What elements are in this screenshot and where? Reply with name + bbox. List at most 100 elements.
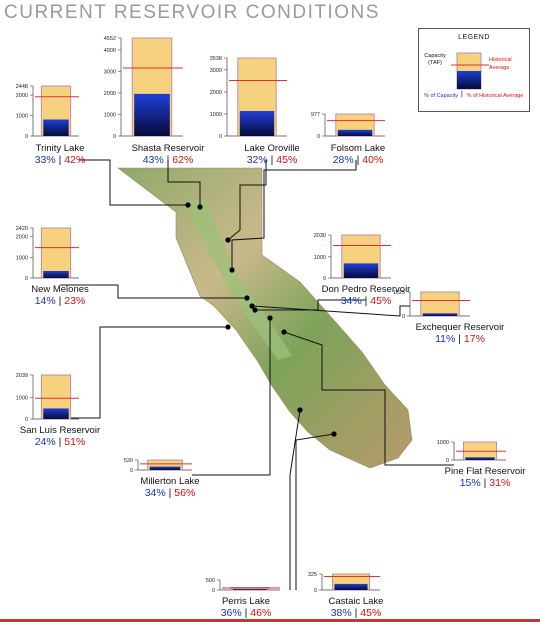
pct-historical: 45% bbox=[276, 154, 297, 166]
pct-capacity: 15% bbox=[460, 477, 481, 489]
reservoir-name: Shasta Reservoir bbox=[132, 143, 205, 154]
pct-separator: | bbox=[455, 333, 464, 345]
leader-shasta-reservoir bbox=[167, 160, 201, 207]
reservoir-percentages: 43% | 62% bbox=[143, 154, 194, 166]
storage-bar-san-luis-reservoir bbox=[43, 408, 69, 419]
tick-label: 2448 bbox=[16, 84, 28, 90]
tick-label: 0 bbox=[323, 276, 326, 282]
tick-label: 1000 bbox=[16, 395, 28, 401]
storage-bar-castaic-lake bbox=[334, 583, 368, 590]
tick-label: 0 bbox=[212, 588, 215, 594]
reservoir-percentages: 34% | 45% bbox=[341, 295, 392, 307]
pct-historical: 17% bbox=[464, 333, 485, 345]
tick-label: 325 bbox=[308, 572, 317, 578]
storage-bar-perris-lake bbox=[232, 589, 268, 590]
tick-label: 3538 bbox=[210, 56, 222, 62]
pct-separator: | bbox=[268, 154, 277, 166]
leader-san-luis-reservoir bbox=[60, 326, 228, 419]
marker-folsom-lake bbox=[229, 267, 235, 273]
marker-millerton-lake bbox=[267, 315, 273, 321]
tick-label: 1000 bbox=[314, 255, 326, 261]
legend-title: LEGEND bbox=[458, 34, 490, 41]
storage-bar-don-pedro-reservoir bbox=[343, 263, 379, 278]
storage-bar-millerton-lake bbox=[149, 466, 181, 470]
marker-perris-lake bbox=[297, 407, 303, 413]
pct-separator: | bbox=[352, 607, 361, 619]
pct-separator: | bbox=[481, 477, 490, 489]
tick-label: 1025 bbox=[393, 290, 405, 296]
tick-label: 3000 bbox=[104, 69, 116, 75]
storage-bar-exchequer-reservoir bbox=[422, 313, 458, 316]
tick-label: 2000 bbox=[16, 93, 28, 99]
tick-label: 0 bbox=[130, 468, 133, 474]
marker-new-melones bbox=[244, 295, 250, 301]
marker-trinity-lake bbox=[185, 202, 191, 208]
reservoir-name: Pine Flat Reservoir bbox=[445, 466, 526, 477]
pct-capacity: 28% bbox=[333, 154, 354, 166]
pct-capacity: 11% bbox=[435, 333, 455, 345]
tick-label: 4552 bbox=[104, 36, 116, 42]
tick-label: 2000 bbox=[210, 90, 222, 96]
tick-label: 2000 bbox=[16, 235, 28, 241]
pct-historical: 42% bbox=[64, 154, 85, 166]
pct-capacity: 43% bbox=[143, 154, 164, 166]
tick-label: 520 bbox=[124, 458, 133, 464]
tick-label: 0 bbox=[113, 134, 116, 140]
tick-label: 977 bbox=[311, 112, 320, 118]
leader-lake-oroville bbox=[227, 160, 267, 241]
pct-historical: 31% bbox=[489, 477, 510, 489]
reservoir-percentages: 33% | 42% bbox=[35, 154, 86, 166]
reservoir-name: Don Pedro Reservoir bbox=[322, 284, 411, 295]
reservoir-name: Perris Lake bbox=[222, 596, 270, 607]
pct-separator: | bbox=[354, 154, 363, 166]
tick-label: 0 bbox=[25, 134, 28, 140]
tick-label: 0 bbox=[314, 588, 317, 594]
marker-don-pedro-reservoir bbox=[252, 307, 258, 313]
reservoir-percentages: 11% | 17% bbox=[435, 333, 485, 345]
leader-perris-lake bbox=[289, 409, 301, 590]
reservoir-name: Castaic Lake bbox=[329, 596, 384, 607]
marker-exchequer-reservoir bbox=[249, 303, 255, 309]
reservoir-name: Lake Oroville bbox=[244, 143, 299, 154]
pct-separator: | bbox=[362, 295, 371, 307]
reservoir-percentages: 32% | 45% bbox=[247, 154, 298, 166]
tick-label: 0 bbox=[446, 458, 449, 464]
reservoir-name: New Melones bbox=[31, 284, 89, 295]
reservoir-percentages: 36% | 46% bbox=[221, 607, 272, 619]
pct-historical: 40% bbox=[362, 154, 383, 166]
leader-castaic-lake bbox=[295, 433, 335, 590]
reservoir-name: Folsom Lake bbox=[331, 143, 385, 154]
legend-pct-capacity-label: % of Capacity bbox=[424, 93, 458, 99]
marker-lake-oroville bbox=[225, 237, 231, 243]
legend-historical-label: Historical Average bbox=[489, 57, 512, 71]
leader-exchequer-reservoir bbox=[251, 305, 410, 317]
leader-folsom-lake bbox=[231, 160, 357, 270]
leader-new-melones bbox=[60, 284, 247, 299]
bottom-rule bbox=[0, 619, 540, 622]
reservoir-percentages: 24% | 51% bbox=[35, 436, 86, 448]
pct-capacity: 36% bbox=[221, 607, 242, 619]
storage-bar-new-melones bbox=[43, 271, 69, 278]
legend-separator: | bbox=[461, 91, 463, 98]
reservoir-percentages: 14% | 23% bbox=[35, 295, 86, 307]
tick-label: 500 bbox=[206, 578, 215, 584]
reservoir-percentages: 38% | 45% bbox=[331, 607, 382, 619]
tick-label: 0 bbox=[219, 134, 222, 140]
leader-trinity-lake bbox=[79, 159, 188, 206]
pct-separator: | bbox=[164, 154, 173, 166]
reservoir-name: Millerton Lake bbox=[140, 476, 199, 487]
marker-shasta-reservoir bbox=[197, 204, 203, 210]
pct-capacity: 34% bbox=[341, 295, 362, 307]
reservoir-name: Exchequer Reservoir bbox=[416, 322, 505, 333]
reservoir-name: San Luis Reservoir bbox=[20, 425, 100, 436]
